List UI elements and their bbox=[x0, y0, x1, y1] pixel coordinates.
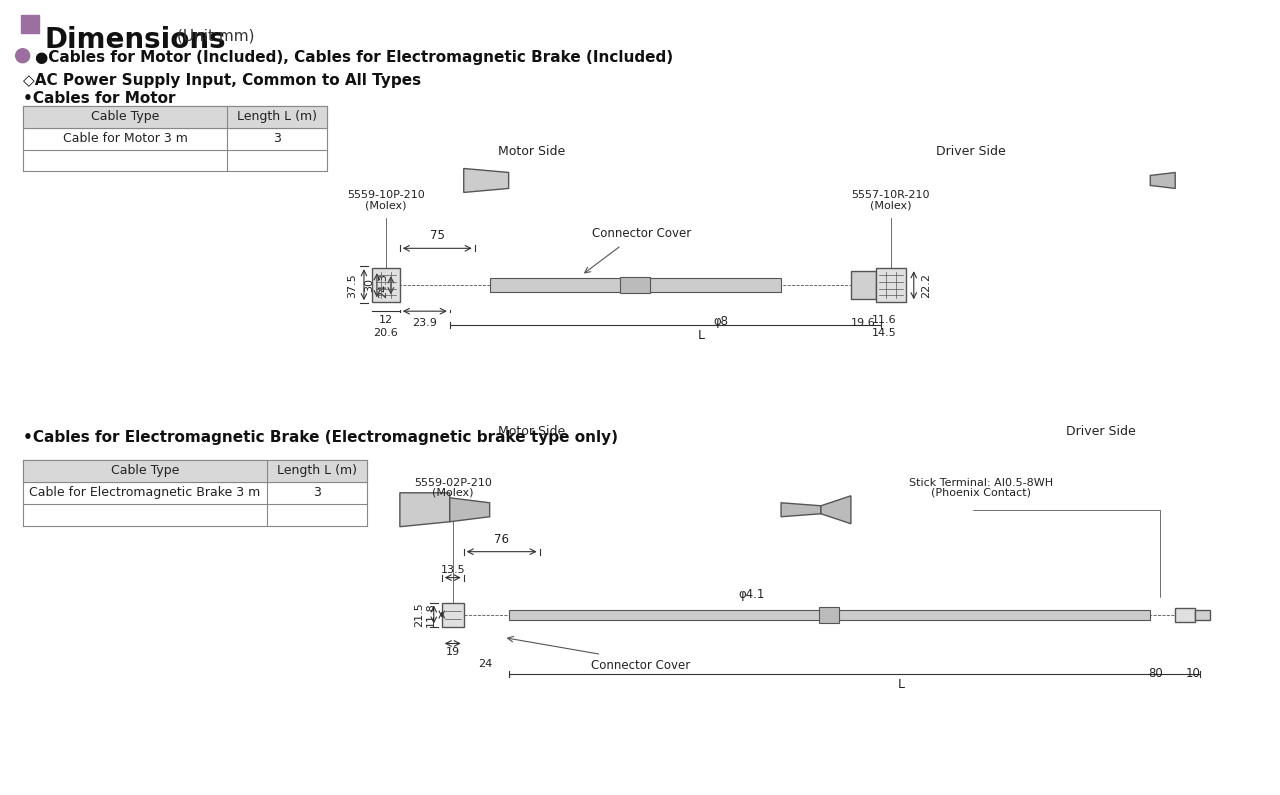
Text: 3: 3 bbox=[314, 487, 321, 499]
Bar bbox=[1175, 607, 1196, 622]
Polygon shape bbox=[463, 169, 508, 192]
Text: 11.6: 11.6 bbox=[872, 315, 896, 325]
Text: 11.8: 11.8 bbox=[426, 602, 435, 627]
Text: Cable Type: Cable Type bbox=[110, 464, 179, 477]
Text: 22.2: 22.2 bbox=[920, 273, 931, 298]
Polygon shape bbox=[399, 493, 449, 527]
Circle shape bbox=[15, 48, 29, 63]
Polygon shape bbox=[1151, 173, 1175, 188]
Text: Motor Side: Motor Side bbox=[498, 145, 566, 157]
Text: Driver Side: Driver Side bbox=[1065, 425, 1135, 438]
Text: 3: 3 bbox=[273, 132, 282, 145]
Text: 12: 12 bbox=[379, 315, 393, 325]
Text: 14.5: 14.5 bbox=[872, 328, 896, 338]
Text: Connector Cover: Connector Cover bbox=[591, 227, 691, 240]
Text: φ4.1: φ4.1 bbox=[739, 588, 764, 600]
Polygon shape bbox=[781, 502, 820, 517]
Text: Driver Side: Driver Side bbox=[936, 145, 1006, 157]
Text: 75: 75 bbox=[430, 229, 444, 242]
Text: •Cables for Electromagnetic Brake (Electromagnetic brake type only): •Cables for Electromagnetic Brake (Elect… bbox=[23, 430, 618, 445]
Text: 30: 30 bbox=[364, 278, 374, 293]
Bar bbox=[23, 460, 367, 482]
Text: Connector Cover: Connector Cover bbox=[591, 659, 691, 673]
Text: (Phoenix Contact): (Phoenix Contact) bbox=[931, 488, 1030, 498]
Text: 10: 10 bbox=[1185, 668, 1201, 681]
Text: 24.3: 24.3 bbox=[378, 273, 388, 297]
Text: 23.9: 23.9 bbox=[412, 318, 438, 328]
Text: Length L (m): Length L (m) bbox=[276, 464, 357, 477]
Text: Length L (m): Length L (m) bbox=[237, 110, 317, 123]
Text: ◇AC Power Supply Input, Common to All Types: ◇AC Power Supply Input, Common to All Ty… bbox=[23, 72, 421, 87]
Text: 19: 19 bbox=[445, 647, 460, 657]
Text: L: L bbox=[698, 329, 705, 342]
Text: 19.6: 19.6 bbox=[850, 318, 876, 328]
Text: 24: 24 bbox=[479, 659, 493, 669]
Text: Dimensions: Dimensions bbox=[45, 25, 227, 54]
Text: (Molex): (Molex) bbox=[365, 200, 407, 211]
Text: 5557-10R-210: 5557-10R-210 bbox=[851, 191, 931, 200]
Polygon shape bbox=[820, 496, 851, 524]
Bar bbox=[1196, 610, 1210, 619]
Text: 5559-02P-210: 5559-02P-210 bbox=[413, 478, 492, 488]
Text: 37.5: 37.5 bbox=[347, 273, 357, 297]
Text: 21.5: 21.5 bbox=[413, 602, 424, 627]
Text: •Cables for Motor: •Cables for Motor bbox=[23, 91, 175, 106]
Text: ●Cables for Motor (Included), Cables for Electromagnetic Brake (Included): ●Cables for Motor (Included), Cables for… bbox=[35, 50, 673, 64]
Text: 13.5: 13.5 bbox=[440, 564, 465, 575]
Bar bbox=[23, 106, 326, 127]
Polygon shape bbox=[449, 498, 490, 522]
Text: Motor Side: Motor Side bbox=[498, 425, 566, 438]
Bar bbox=[819, 607, 838, 622]
Text: 76: 76 bbox=[494, 533, 509, 545]
Text: 5559-10P-210: 5559-10P-210 bbox=[347, 191, 425, 200]
Text: φ8: φ8 bbox=[714, 315, 728, 328]
Bar bbox=[508, 610, 1151, 619]
Text: 20.6: 20.6 bbox=[374, 328, 398, 338]
Bar bbox=[20, 15, 38, 33]
Text: (Molex): (Molex) bbox=[870, 200, 911, 211]
Bar bbox=[851, 271, 876, 299]
Text: Stick Terminal: AI0.5-8WH: Stick Terminal: AI0.5-8WH bbox=[909, 478, 1052, 488]
Bar bbox=[621, 277, 650, 293]
Text: Cable for Electromagnetic Brake 3 m: Cable for Electromagnetic Brake 3 m bbox=[29, 487, 261, 499]
Text: 80: 80 bbox=[1148, 668, 1162, 681]
Text: (Molex): (Molex) bbox=[431, 488, 474, 498]
Text: L: L bbox=[897, 678, 904, 692]
Bar bbox=[490, 278, 781, 293]
Text: Cable for Motor 3 m: Cable for Motor 3 m bbox=[63, 132, 187, 145]
Text: Cable Type: Cable Type bbox=[91, 110, 159, 123]
Bar bbox=[876, 268, 906, 302]
Bar bbox=[372, 268, 399, 302]
Text: (Unit mm): (Unit mm) bbox=[178, 29, 255, 44]
Bar bbox=[442, 603, 463, 626]
